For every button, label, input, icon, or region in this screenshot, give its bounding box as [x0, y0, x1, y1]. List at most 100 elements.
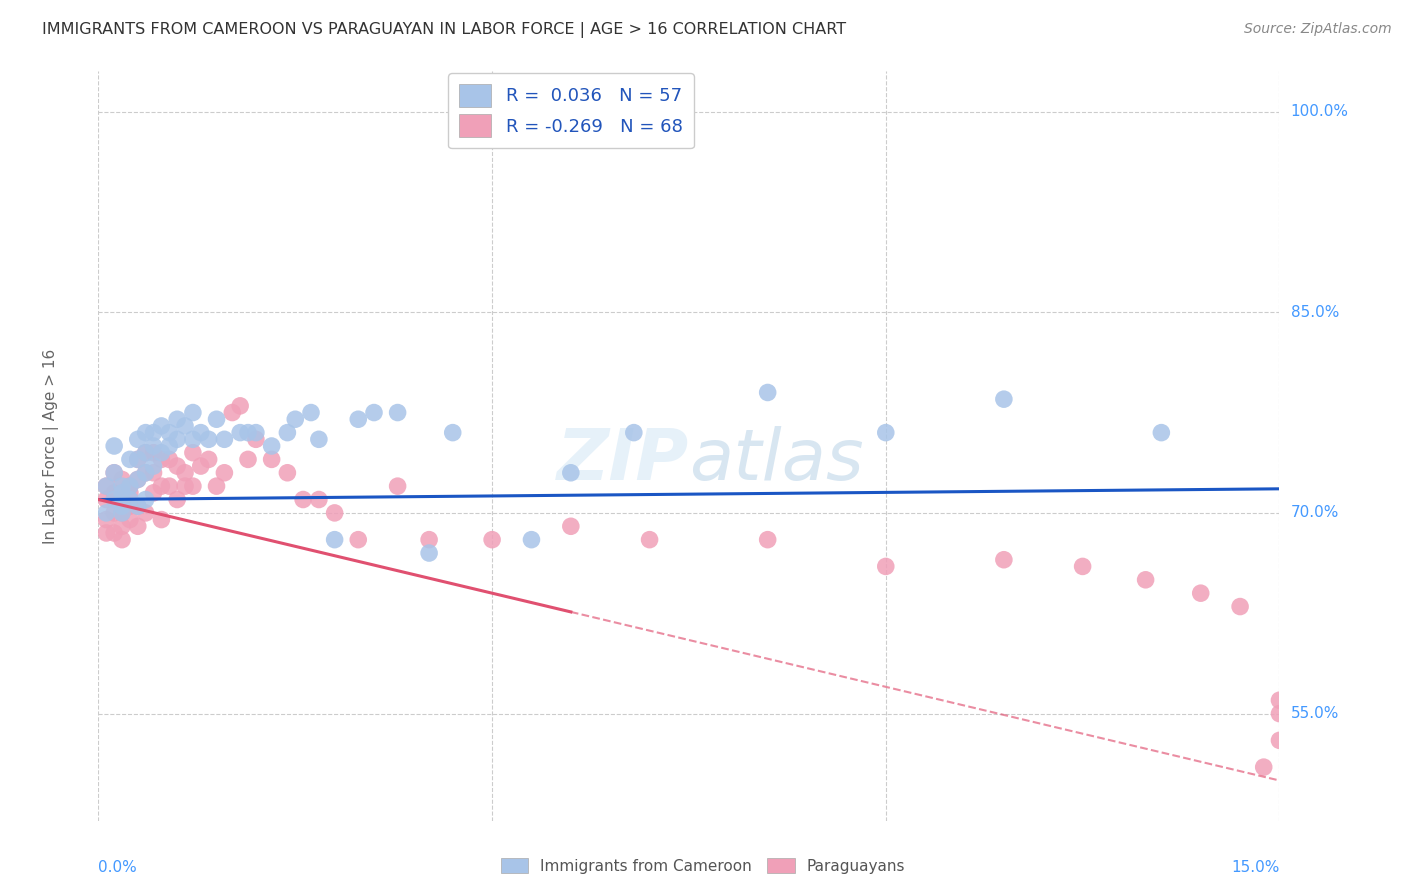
- Point: [181, 479, 204, 493]
- Point: [190, 425, 212, 440]
- Point: [197, 433, 219, 447]
- Point: [142, 485, 165, 500]
- Point: [157, 452, 180, 467]
- Point: [875, 425, 897, 440]
- Point: [127, 452, 149, 467]
- Point: [118, 452, 141, 467]
- Point: [135, 466, 157, 480]
- Point: [135, 492, 157, 507]
- Point: [127, 433, 149, 447]
- Point: [150, 419, 173, 434]
- Point: [875, 559, 897, 574]
- Text: 70.0%: 70.0%: [1291, 506, 1339, 520]
- Point: [142, 459, 165, 474]
- Point: [127, 519, 149, 533]
- Point: [1150, 425, 1173, 440]
- Point: [111, 533, 134, 547]
- Text: IMMIGRANTS FROM CAMEROON VS PARAGUAYAN IN LABOR FORCE | AGE > 16 CORRELATION CHA: IMMIGRANTS FROM CAMEROON VS PARAGUAYAN I…: [42, 22, 846, 38]
- Point: [418, 546, 440, 560]
- Point: [323, 506, 346, 520]
- Point: [150, 513, 173, 527]
- Text: In Labor Force | Age > 16: In Labor Force | Age > 16: [44, 349, 59, 543]
- Point: [127, 500, 149, 514]
- Point: [111, 506, 134, 520]
- Point: [181, 433, 204, 447]
- Text: 0.0%: 0.0%: [98, 860, 138, 874]
- Point: [205, 479, 228, 493]
- Point: [103, 485, 125, 500]
- Point: [111, 506, 134, 520]
- Point: [229, 425, 252, 440]
- Point: [166, 412, 188, 426]
- Point: [214, 433, 236, 447]
- Point: [299, 406, 322, 420]
- Point: [418, 533, 440, 547]
- Point: [347, 412, 370, 426]
- Point: [142, 466, 165, 480]
- Point: [638, 533, 661, 547]
- Point: [166, 433, 188, 447]
- Point: [1268, 693, 1291, 707]
- Point: [236, 425, 259, 440]
- Point: [103, 526, 125, 541]
- Point: [1268, 706, 1291, 721]
- Text: Source: ZipAtlas.com: Source: ZipAtlas.com: [1244, 22, 1392, 37]
- Point: [174, 479, 197, 493]
- Point: [127, 473, 149, 487]
- Point: [157, 425, 180, 440]
- Point: [229, 399, 252, 413]
- Point: [103, 506, 125, 520]
- Legend: Immigrants from Cameroon, Paraguayans: Immigrants from Cameroon, Paraguayans: [495, 852, 911, 880]
- Point: [323, 533, 346, 547]
- Text: 15.0%: 15.0%: [1232, 860, 1279, 874]
- Point: [260, 439, 283, 453]
- Point: [96, 479, 118, 493]
- Point: [111, 473, 134, 487]
- Point: [96, 479, 118, 493]
- Point: [756, 385, 779, 400]
- Point: [103, 466, 125, 480]
- Point: [387, 479, 409, 493]
- Point: [214, 466, 236, 480]
- Point: [166, 492, 188, 507]
- Point: [111, 519, 134, 533]
- Point: [276, 466, 298, 480]
- Point: [118, 479, 141, 493]
- Point: [181, 446, 204, 460]
- Point: [1071, 559, 1094, 574]
- Point: [135, 506, 157, 520]
- Point: [481, 533, 503, 547]
- Point: [118, 513, 141, 527]
- Text: 55.0%: 55.0%: [1291, 706, 1339, 721]
- Point: [276, 425, 298, 440]
- Point: [118, 479, 141, 493]
- Point: [142, 439, 165, 453]
- Text: 100.0%: 100.0%: [1291, 104, 1348, 119]
- Point: [111, 479, 134, 493]
- Point: [1135, 573, 1157, 587]
- Point: [142, 425, 165, 440]
- Point: [96, 513, 118, 527]
- Point: [150, 452, 173, 467]
- Text: 85.0%: 85.0%: [1291, 305, 1339, 319]
- Point: [308, 492, 330, 507]
- Point: [103, 492, 125, 507]
- Point: [520, 533, 543, 547]
- Point: [197, 452, 219, 467]
- Point: [205, 412, 228, 426]
- Point: [127, 452, 149, 467]
- Point: [135, 425, 157, 440]
- Point: [347, 533, 370, 547]
- Point: [127, 473, 149, 487]
- Point: [284, 412, 307, 426]
- Point: [103, 439, 125, 453]
- Point: [236, 452, 259, 467]
- Point: [1189, 586, 1212, 600]
- Point: [96, 526, 118, 541]
- Point: [174, 466, 197, 480]
- Point: [560, 466, 582, 480]
- Point: [96, 492, 118, 507]
- Point: [387, 406, 409, 420]
- Point: [181, 406, 204, 420]
- Point: [221, 406, 243, 420]
